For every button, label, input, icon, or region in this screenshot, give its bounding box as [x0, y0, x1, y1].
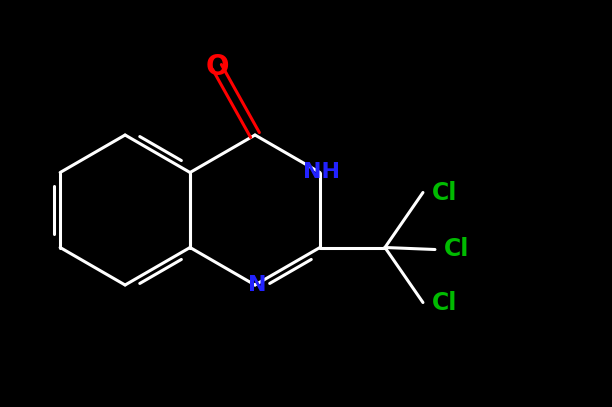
Text: Cl: Cl: [444, 238, 469, 262]
Text: NH: NH: [304, 162, 340, 182]
Text: N: N: [248, 275, 266, 295]
Text: Cl: Cl: [432, 291, 458, 315]
Text: Cl: Cl: [432, 180, 458, 204]
Text: O: O: [205, 53, 229, 81]
